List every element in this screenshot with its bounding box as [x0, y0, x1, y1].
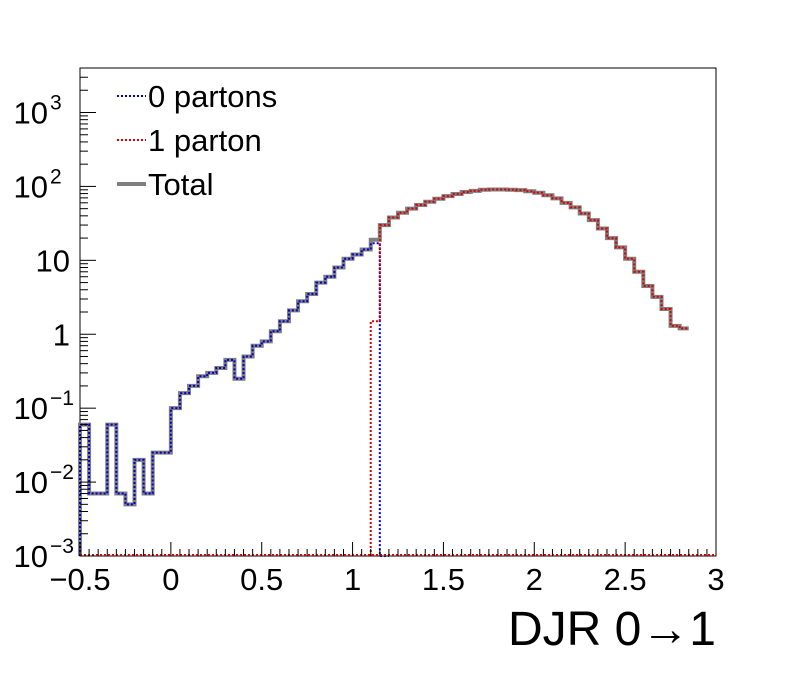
- legend-label: Total: [148, 167, 213, 202]
- x-tick-label: 3: [707, 562, 724, 597]
- series-layer: [78, 187, 716, 557]
- series-1-parton-line: [369, 188, 689, 556]
- legend-label: 1 parton: [148, 123, 262, 158]
- y-tick-exponent: −2: [50, 461, 74, 484]
- y-tick-label: 10: [14, 539, 48, 574]
- legend-label: 0 partons: [148, 79, 277, 114]
- y-tick-label: 10: [36, 243, 70, 278]
- y-tick-label: 10: [14, 96, 48, 131]
- x-tick-label: 1.5: [422, 562, 465, 597]
- series-0-partons-line: [79, 242, 389, 557]
- x-tick-label: −0.5: [49, 562, 110, 597]
- y-tick-label: 10: [14, 169, 48, 204]
- y-tick-exponent: −3: [50, 535, 74, 558]
- y-tick-label: 10: [14, 465, 48, 500]
- x-tick-label: 1: [344, 562, 361, 597]
- y-tick-exponent: 3: [50, 92, 62, 115]
- x-tick-label: 0.5: [240, 562, 283, 597]
- y-tick-label: 10: [14, 391, 48, 426]
- series-total-line: [78, 187, 689, 556]
- y-tick-label: 1: [53, 317, 70, 352]
- x-tick-label: 0: [162, 562, 179, 597]
- legend: 0 partons 1 parton Total: [117, 79, 277, 202]
- x-tick-label: 2.5: [604, 562, 647, 597]
- x-axis-title: DJR 0→1: [508, 603, 716, 656]
- y-tick-exponent: 2: [50, 165, 62, 188]
- y-tick-exponent: −1: [50, 387, 74, 410]
- x-tick-label: 2: [526, 562, 543, 597]
